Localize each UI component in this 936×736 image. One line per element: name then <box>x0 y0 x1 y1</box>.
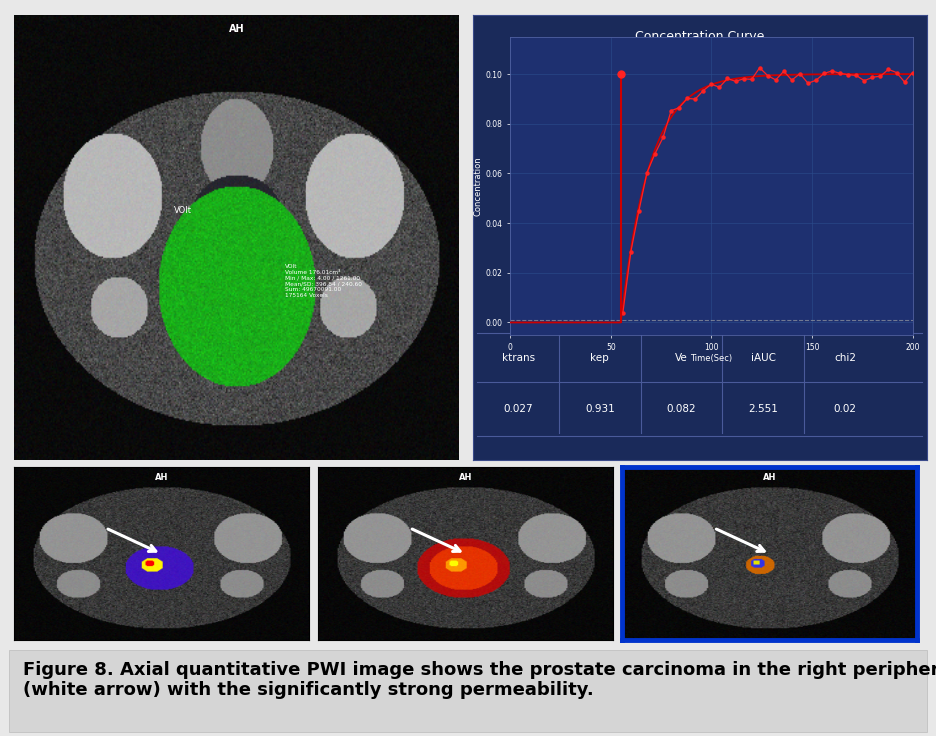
Text: VOIt: VOIt <box>174 206 192 215</box>
Text: Ve: Ve <box>675 353 688 363</box>
Text: 2.551: 2.551 <box>748 404 778 414</box>
Text: AH: AH <box>228 24 244 34</box>
Text: VOIt
Volume 176.01cm³
Min / Max: 4.00 / 1261.00
Mean/SD: 396.84 / 240.60
Sum: 49: VOIt Volume 176.01cm³ Min / Max: 4.00 / … <box>285 264 362 298</box>
Text: Concentration Curve: Concentration Curve <box>635 30 765 43</box>
Text: 0.02: 0.02 <box>833 404 856 414</box>
Text: 0.082: 0.082 <box>666 404 696 414</box>
Text: iAUC: iAUC <box>751 353 776 363</box>
Text: kep: kep <box>591 353 609 363</box>
Text: AH: AH <box>763 473 777 481</box>
Text: AH: AH <box>154 473 168 481</box>
Text: 0.931: 0.931 <box>585 404 615 414</box>
FancyBboxPatch shape <box>9 649 927 732</box>
Text: 0.027: 0.027 <box>504 404 533 414</box>
Text: chi2: chi2 <box>834 353 856 363</box>
Y-axis label: Concentration: Concentration <box>474 156 483 216</box>
Text: Figure 8. Axial quantitative PWI image shows the prostate carcinoma in the right: Figure 8. Axial quantitative PWI image s… <box>23 661 936 699</box>
Text: ktrans: ktrans <box>502 353 534 363</box>
Text: AH: AH <box>459 473 473 481</box>
X-axis label: Time(Sec): Time(Sec) <box>690 354 733 364</box>
